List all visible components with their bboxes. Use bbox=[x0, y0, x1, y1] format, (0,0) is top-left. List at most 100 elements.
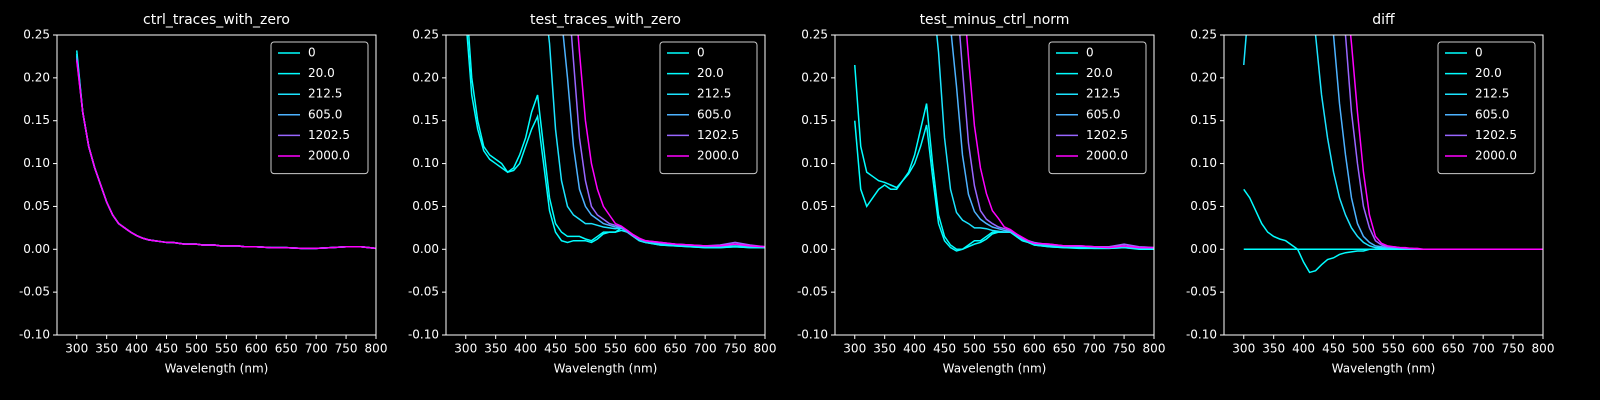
chart-title: test_traces_with_zero bbox=[530, 12, 681, 28]
y-tick-label: -0.05 bbox=[19, 285, 50, 299]
x-tick-label: 550 bbox=[604, 342, 627, 356]
series-line bbox=[936, 35, 1154, 250]
y-tick-label: 0.25 bbox=[801, 28, 828, 42]
legend-label: 20.0 bbox=[1475, 66, 1502, 80]
x-tick-label: 650 bbox=[1442, 342, 1465, 356]
x-tick-label: 750 bbox=[1502, 342, 1525, 356]
y-tick-label: 0.20 bbox=[1190, 70, 1217, 84]
x-tick-label: 600 bbox=[634, 342, 657, 356]
y-tick-label: 0.00 bbox=[801, 242, 828, 256]
subplot: test_traces_with_zero Wavelength (nm) 300 3… bbox=[408, 12, 777, 376]
lines bbox=[854, 35, 1154, 252]
legend-label: 212.5 bbox=[1086, 87, 1120, 101]
y-tick-label: 0.05 bbox=[412, 199, 439, 213]
x-tick-label: 350 bbox=[95, 342, 118, 356]
y-tick-label: 0.15 bbox=[1190, 113, 1217, 127]
x-tick-label: 650 bbox=[664, 342, 687, 356]
legend-label: 2000.0 bbox=[1475, 149, 1517, 163]
x-axis-label: Wavelength (nm) bbox=[1332, 362, 1436, 376]
y-tick-label: 0.10 bbox=[23, 156, 50, 170]
x-tick-label: 500 bbox=[963, 342, 986, 356]
x-tick-label: 650 bbox=[275, 342, 298, 356]
y-tick-label: -0.10 bbox=[797, 328, 828, 342]
x-tick-label: 300 bbox=[65, 342, 88, 356]
legend-label: 212.5 bbox=[1475, 87, 1509, 101]
y-tick-label: 0.00 bbox=[412, 242, 439, 256]
legend-label: 212.5 bbox=[308, 87, 342, 101]
x-tick-label: 450 bbox=[155, 342, 178, 356]
x-tick-label: 500 bbox=[574, 342, 597, 356]
x-tick-label: 500 bbox=[1352, 342, 1375, 356]
y-tick-label: 0.05 bbox=[1190, 199, 1217, 213]
series-line bbox=[577, 35, 765, 248]
lines bbox=[76, 50, 376, 250]
legend-label: 605.0 bbox=[1475, 107, 1509, 121]
x-tick-label: 600 bbox=[245, 342, 268, 356]
series-line bbox=[1349, 35, 1543, 251]
axes-frame bbox=[834, 34, 1155, 336]
legend-label: 605.0 bbox=[1086, 107, 1120, 121]
x-tick-label: 400 bbox=[514, 342, 537, 356]
x-tick-label: 450 bbox=[933, 342, 956, 356]
x-tick-label: 400 bbox=[125, 342, 148, 356]
x-tick-label: 350 bbox=[1262, 342, 1285, 356]
y-tick-label: 0.00 bbox=[1190, 242, 1217, 256]
x-tick-label: 300 bbox=[1232, 342, 1255, 356]
y-tick-label: 0.20 bbox=[412, 70, 439, 84]
axes-frame bbox=[445, 34, 766, 336]
legend-label: 20.0 bbox=[697, 66, 724, 80]
y-tick-label: -0.10 bbox=[408, 328, 439, 342]
series-line bbox=[965, 35, 1154, 249]
y-tick-label: 0.10 bbox=[801, 156, 828, 170]
legend-label: 1202.5 bbox=[308, 128, 350, 142]
y-tick-label: 0.25 bbox=[412, 28, 439, 42]
legend-label: 605.0 bbox=[697, 107, 731, 121]
y-tick-label: 0.15 bbox=[23, 113, 50, 127]
series-line bbox=[466, 35, 765, 249]
axes-frame bbox=[1223, 34, 1544, 336]
x-tick-label: 650 bbox=[1053, 342, 1076, 356]
x-tick-label: 400 bbox=[903, 342, 926, 356]
lines bbox=[466, 35, 765, 249]
legend: 0 20.0 212.5 605.0 1202.5 2000.0 bbox=[270, 41, 369, 175]
chart-title: diff bbox=[1372, 12, 1395, 28]
y-tick-label: -0.10 bbox=[19, 328, 50, 342]
y-tick-label: 0.20 bbox=[23, 70, 50, 84]
x-tick-label: 800 bbox=[1532, 342, 1555, 356]
legend: 0 20.0 212.5 605.0 1202.5 2000.0 bbox=[1048, 41, 1147, 175]
x-tick-label: 800 bbox=[365, 342, 388, 356]
y-tick-label: 0.25 bbox=[1190, 28, 1217, 42]
x-axis-label: Wavelength (nm) bbox=[943, 362, 1047, 376]
legend-label: 0 bbox=[1086, 46, 1094, 60]
chart-title: ctrl_traces_with_zero bbox=[143, 12, 290, 28]
legend-label: 2000.0 bbox=[1086, 149, 1128, 163]
x-axis-label: Wavelength (nm) bbox=[554, 362, 658, 376]
x-tick-label: 500 bbox=[185, 342, 208, 356]
legend: 0 20.0 212.5 605.0 1202.5 2000.0 bbox=[1437, 41, 1536, 175]
y-tick-label: 0.25 bbox=[23, 28, 50, 42]
y-tick-label: 0.00 bbox=[23, 242, 50, 256]
subplot: ctrl_traces_with_zero Wavelength (nm) 300 3… bbox=[19, 12, 388, 376]
legend-label: 20.0 bbox=[1086, 66, 1113, 80]
legend-label: 2000.0 bbox=[697, 149, 739, 163]
legend-label: 212.5 bbox=[697, 87, 731, 101]
chart-title: test_minus_ctrl_norm bbox=[920, 12, 1070, 28]
y-tick-label: 0.15 bbox=[412, 113, 439, 127]
legend-box bbox=[1437, 41, 1536, 175]
y-tick-label: -0.10 bbox=[1186, 328, 1217, 342]
x-tick-label: 550 bbox=[215, 342, 238, 356]
legend-label: 2000.0 bbox=[308, 149, 350, 163]
x-tick-label: 300 bbox=[454, 342, 477, 356]
x-tick-label: 800 bbox=[754, 342, 777, 356]
y-tick-label: -0.05 bbox=[1186, 285, 1217, 299]
subplot: diff Wavelength (nm) 300 350 400 450 500 550 600… bbox=[1186, 12, 1555, 376]
legend-box bbox=[1048, 41, 1147, 175]
x-tick-label: 700 bbox=[1083, 342, 1106, 356]
x-tick-label: 450 bbox=[1322, 342, 1345, 356]
legend-label: 0 bbox=[697, 46, 705, 60]
legend-label: 0 bbox=[308, 46, 316, 60]
x-tick-label: 300 bbox=[843, 342, 866, 356]
legend-label: 605.0 bbox=[308, 107, 342, 121]
legend: 0 20.0 212.5 605.0 1202.5 2000.0 bbox=[659, 41, 758, 175]
